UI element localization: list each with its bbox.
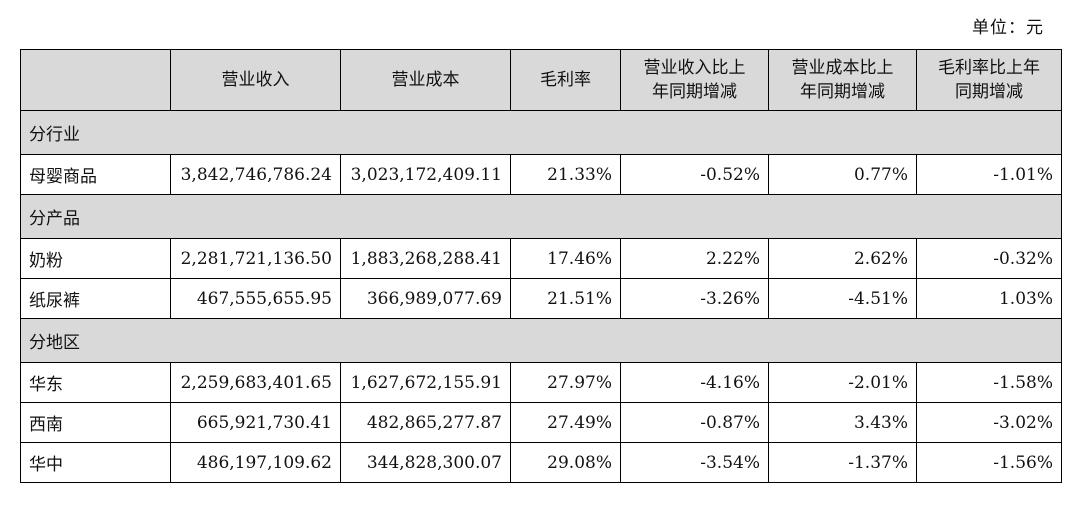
table-cell: 0.77% xyxy=(768,154,917,195)
section-row: 分行业 xyxy=(20,110,1062,155)
table-row: 西南 665,921,730.41 482,865,277.87 27.49% -0.8… xyxy=(20,402,1062,443)
section-row: 分产品 xyxy=(20,194,1062,239)
row-label: 西南 xyxy=(20,402,171,443)
table-cell: 3,842,746,786.24 xyxy=(170,154,341,195)
table-cell: 482,865,277.87 xyxy=(340,402,511,443)
table-cell: -0.32% xyxy=(916,238,1062,279)
table-cell: -0.52% xyxy=(620,154,769,195)
row-label: 纸尿裤 xyxy=(20,278,171,319)
table-body: 分行业 母婴商品 3,842,746,786.24 3,023,172,409.11 2… xyxy=(20,110,1062,483)
header-gross-margin: 毛利率 xyxy=(510,49,621,111)
header-text: 营业收入比上 xyxy=(643,58,746,78)
table-row: 奶粉 2,281,721,136.50 1,883,268,288.41 17.46%… xyxy=(20,238,1062,279)
table-cell: 486,197,109.62 xyxy=(170,442,341,483)
table-cell: -3.54% xyxy=(620,442,769,483)
section-title: 分产品 xyxy=(20,194,1062,239)
section-title: 分行业 xyxy=(20,110,1062,155)
header-text: 年同期增减 xyxy=(652,82,737,102)
header-revenue: 营业收入 xyxy=(170,49,341,111)
table-cell: -2.01% xyxy=(768,362,917,403)
table-cell: 3.43% xyxy=(768,402,917,443)
header-text: 年同期增减 xyxy=(800,82,885,102)
section-title: 分地区 xyxy=(20,318,1062,363)
header-revenue-yoy: 营业收入比上 年同期增减 xyxy=(620,49,769,111)
table-cell: 1,883,268,288.41 xyxy=(340,238,511,279)
header-corner xyxy=(20,49,171,111)
header-margin-yoy: 毛利率比上年 同期增减 xyxy=(916,49,1062,111)
table-cell: -1.58% xyxy=(916,362,1062,403)
table-row: 纸尿裤 467,555,655.95 366,989,077.69 21.51% -3.… xyxy=(20,278,1062,319)
table-row: 华东 2,259,683,401.65 1,627,672,155.91 27.97%… xyxy=(20,362,1062,403)
table-cell: -3.26% xyxy=(620,278,769,319)
table-cell: 467,555,655.95 xyxy=(170,278,341,319)
header-text: 营业成本比上 xyxy=(791,58,894,78)
table-cell: 1.03% xyxy=(916,278,1062,319)
table-cell: 2.62% xyxy=(768,238,917,279)
table-cell: 27.49% xyxy=(510,402,621,443)
table-row: 母婴商品 3,842,746,786.24 3,023,172,409.11 21.3… xyxy=(20,154,1062,195)
row-label: 华中 xyxy=(20,442,171,483)
header-text: 毛利率 xyxy=(540,70,591,90)
table-cell: 17.46% xyxy=(510,238,621,279)
header-cost-yoy: 营业成本比上 年同期增减 xyxy=(768,49,917,111)
table-cell: 2,259,683,401.65 xyxy=(170,362,341,403)
table-cell: 2,281,721,136.50 xyxy=(170,238,341,279)
table-cell: -4.51% xyxy=(768,278,917,319)
table-cell: -1.56% xyxy=(916,442,1062,483)
table-cell: 344,828,300.07 xyxy=(340,442,511,483)
table-cell: 21.51% xyxy=(510,278,621,319)
row-label: 华东 xyxy=(20,362,171,403)
table-cell: 3,023,172,409.11 xyxy=(340,154,511,195)
row-label: 母婴商品 xyxy=(20,154,171,195)
header-text: 营业收入 xyxy=(221,70,290,90)
header-row: 营业收入 营业成本 毛利率 营业收入比上 年同期增减 营业成本比上 年同期增减 … xyxy=(20,49,1062,111)
header-cost: 营业成本 xyxy=(340,49,511,111)
table-cell: 665,921,730.41 xyxy=(170,402,341,443)
unit-label: 单位：元 xyxy=(972,18,1044,38)
table-cell: -3.02% xyxy=(916,402,1062,443)
table-cell: 27.97% xyxy=(510,362,621,403)
table-cell: 2.22% xyxy=(620,238,769,279)
row-label: 奶粉 xyxy=(20,238,171,279)
section-row: 分地区 xyxy=(20,318,1062,363)
table-cell: 366,989,077.69 xyxy=(340,278,511,319)
table-cell: -1.37% xyxy=(768,442,917,483)
table-row: 华中 486,197,109.62 344,828,300.07 29.08% -3.5… xyxy=(20,442,1062,483)
header-text: 毛利率比上年 xyxy=(938,58,1040,78)
table-cell: -4.16% xyxy=(620,362,769,403)
table-cell: 21.33% xyxy=(510,154,621,195)
table-cell: 1,627,672,155.91 xyxy=(340,362,511,403)
table-cell: -0.87% xyxy=(620,402,769,443)
header-text: 同期增减 xyxy=(955,82,1023,102)
table-cell: 29.08% xyxy=(510,442,621,483)
financial-table: 营业收入 营业成本 毛利率 营业收入比上 年同期增减 营业成本比上 年同期增减 … xyxy=(20,49,1062,483)
table-cell: -1.01% xyxy=(916,154,1062,195)
header-text: 营业成本 xyxy=(391,70,460,90)
